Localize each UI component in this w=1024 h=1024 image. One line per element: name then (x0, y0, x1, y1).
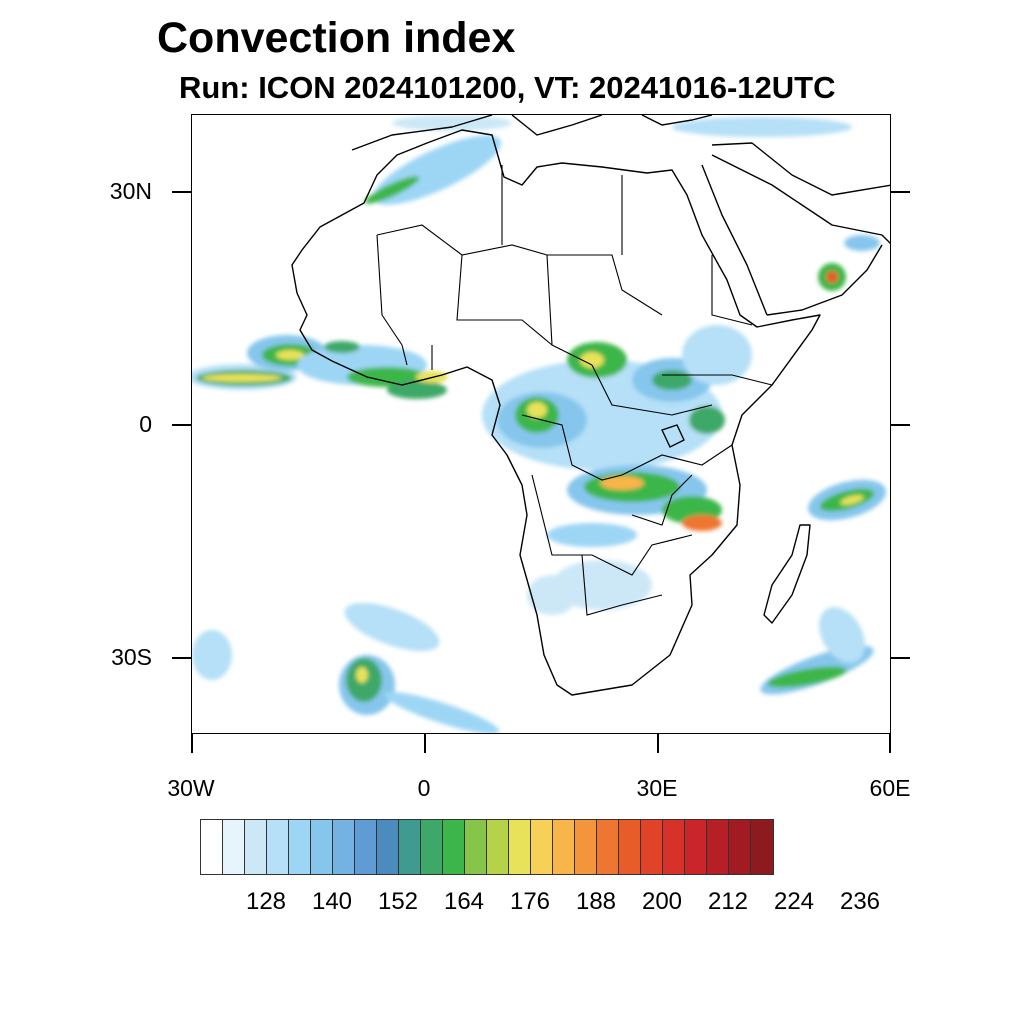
lat-tick-30s-left (172, 657, 191, 659)
run-info-subtitle: Run: ICON 2024101200, VT: 20241016-12UTC (179, 70, 836, 105)
colorbar-box (509, 820, 531, 874)
lat-label-0: 0 (139, 411, 152, 437)
chart-title: Convection index (157, 14, 516, 62)
lon-label-30e: 30E (636, 775, 678, 801)
colorbar-box (311, 820, 333, 874)
colorbar-box (443, 820, 465, 874)
colorbar-box (421, 820, 443, 874)
colorbar-box (641, 820, 663, 874)
colorbar-box (619, 820, 641, 874)
colorbar-tick-label: 236 (839, 888, 881, 915)
lon-label-30w: 30W (167, 775, 215, 801)
colorbar-box (399, 820, 421, 874)
lat-tick-30n-left (172, 191, 191, 193)
colorbar-box (597, 820, 619, 874)
colorbar-box (201, 820, 223, 874)
lon-tick-30w (191, 734, 193, 753)
lon-label-60e: 60E (869, 775, 911, 801)
colorbar-tick-label: 152 (377, 888, 419, 915)
colorbar-box (663, 820, 685, 874)
lat-tick-0-left (172, 424, 191, 426)
colorbar-box (575, 820, 597, 874)
lon-tick-60e (889, 734, 891, 753)
colorbar-box (333, 820, 355, 874)
colorbar-tick-label: 128 (245, 888, 287, 915)
colorbar-tick-label: 200 (641, 888, 683, 915)
colorbar-box (245, 820, 267, 874)
colorbar-tick-label: 140 (311, 888, 353, 915)
colorbar-box (223, 820, 245, 874)
colorbar-box (751, 820, 773, 874)
colorbar-tick-label: 212 (707, 888, 749, 915)
colorbar-tick-label: 224 (773, 888, 815, 915)
lat-tick-30n-right (891, 191, 910, 193)
lon-label-0: 0 (417, 775, 431, 801)
lon-tick-30e (657, 734, 659, 753)
colorbar-box (377, 820, 399, 874)
lat-tick-30s-right (891, 657, 910, 659)
colorbar-tick-label: 164 (443, 888, 485, 915)
lat-tick-0-right (891, 424, 910, 426)
lat-label-30n: 30N (109, 178, 152, 204)
colorbar-tick-label: 188 (575, 888, 617, 915)
convection-field (192, 115, 886, 733)
colorbar (200, 819, 774, 875)
colorbar-box (553, 820, 575, 874)
map-canvas (192, 115, 890, 733)
colorbar-box (531, 820, 553, 874)
colorbar-box (487, 820, 509, 874)
lon-tick-0 (424, 734, 426, 753)
country-borders (376, 165, 773, 616)
colorbar-tick-label: 176 (509, 888, 551, 915)
map-panel (191, 114, 891, 734)
coastlines (291, 115, 890, 696)
colorbar-box (289, 820, 311, 874)
colorbar-box (267, 820, 289, 874)
colorbar-box (707, 820, 729, 874)
colorbar-box (729, 820, 751, 874)
colorbar-box (685, 820, 707, 874)
colorbar-box (465, 820, 487, 874)
lat-label-30s: 30S (111, 644, 152, 670)
colorbar-box (355, 820, 377, 874)
